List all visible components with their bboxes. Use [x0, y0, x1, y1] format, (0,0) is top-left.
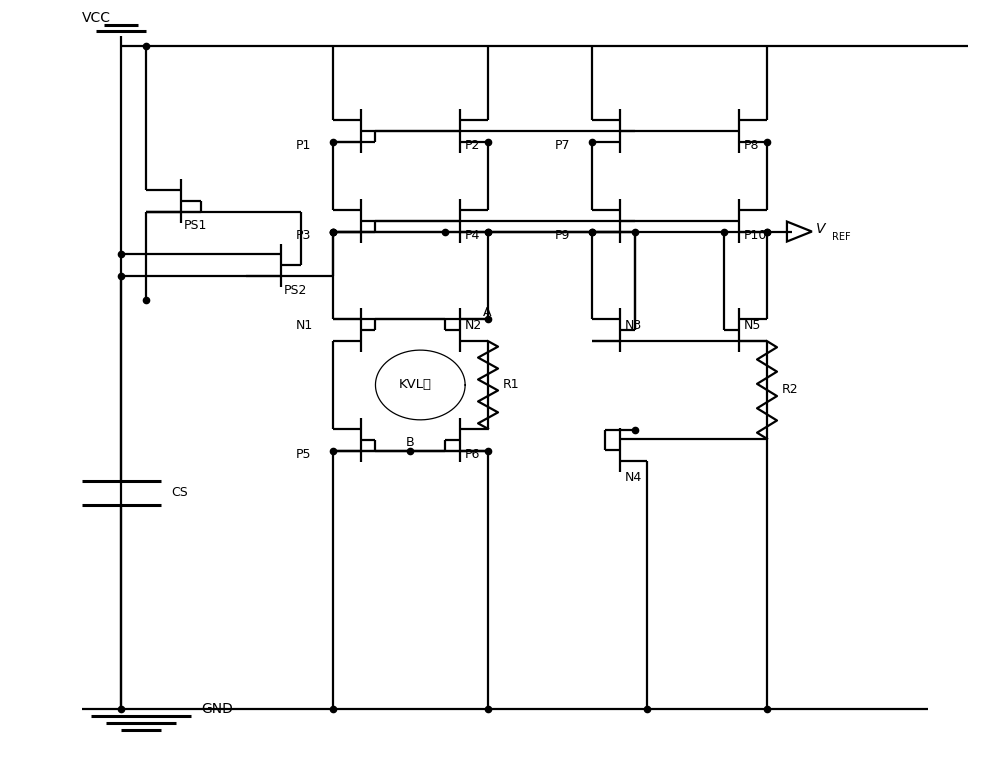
Text: P10: P10 [744, 229, 767, 242]
Text: P7: P7 [555, 139, 570, 152]
Text: P6: P6 [465, 448, 481, 461]
Text: GND: GND [201, 701, 233, 716]
Text: $V$: $V$ [815, 222, 827, 236]
Text: CS: CS [171, 486, 188, 499]
Text: P2: P2 [465, 139, 481, 152]
Text: R2: R2 [782, 384, 799, 397]
Text: P4: P4 [465, 229, 481, 242]
Text: P5: P5 [296, 448, 311, 461]
Text: N3: N3 [625, 318, 642, 331]
Text: R1: R1 [503, 378, 520, 391]
Text: N4: N4 [625, 471, 642, 484]
Text: KVL环: KVL环 [399, 378, 432, 391]
Text: VCC: VCC [82, 11, 111, 25]
Text: PS1: PS1 [184, 219, 208, 232]
Text: N1: N1 [296, 318, 313, 331]
Text: REF: REF [832, 232, 850, 242]
Text: P3: P3 [296, 229, 311, 242]
Text: A: A [483, 306, 492, 318]
Text: P8: P8 [744, 139, 760, 152]
Text: B: B [406, 436, 415, 449]
Text: PS2: PS2 [284, 283, 307, 297]
Text: N5: N5 [744, 318, 761, 331]
Text: P1: P1 [296, 139, 311, 152]
Text: P9: P9 [555, 229, 570, 242]
Text: N2: N2 [465, 318, 482, 331]
